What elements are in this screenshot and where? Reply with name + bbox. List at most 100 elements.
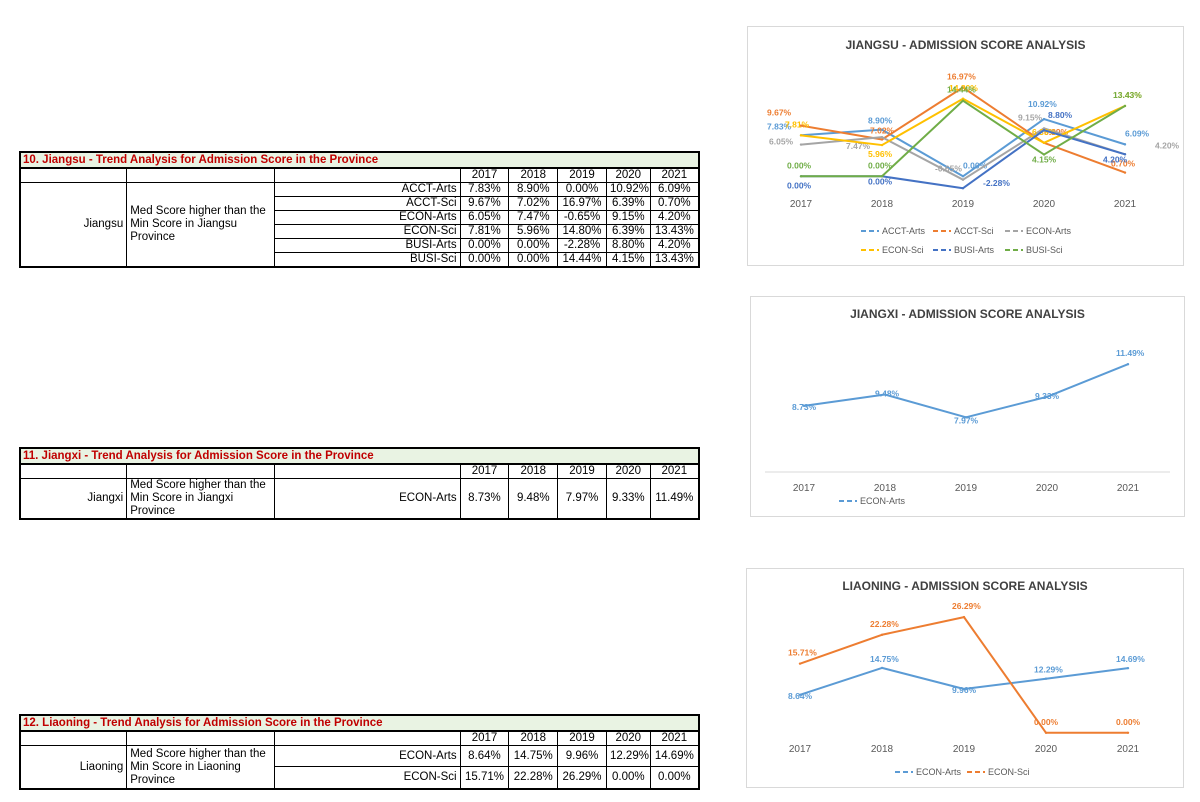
jiangxi-table-section: 11. Jiangxi - Trend Analysis for Admissi… [19, 447, 700, 520]
data-label: 7.97% [954, 415, 979, 425]
data-point [1042, 153, 1046, 156]
data-label: 26.29% [952, 601, 981, 611]
data-point [961, 175, 965, 178]
year-header: 2018 [508, 168, 559, 183]
value-cell: 14.80% [557, 224, 607, 239]
data-label: 14.75% [870, 654, 899, 664]
data-label: 15.71% [788, 648, 817, 658]
header-blank-cell [126, 168, 275, 183]
jiangsu-score-table: 2017 2018 2019 2020 2021 Jiangsu Med Score hig… [19, 168, 700, 268]
x-tick-label: 2021 [1114, 199, 1137, 210]
value-cell: 14.44% [557, 252, 607, 268]
table-row: Liaoning Med Score higher than the Min Sc… [19, 745, 700, 790]
value-cell: -2.28% [557, 238, 607, 253]
header-blank-cell [273, 168, 461, 183]
data-label: 9.67% [767, 108, 792, 118]
data-point [880, 135, 884, 139]
table-row: ACCT-Sci 9.67% 7.02% 16.97% 6.39% 0.70% [20, 196, 700, 211]
value-cell: 9.48% [508, 478, 559, 520]
data-label: 7.81% [785, 119, 810, 129]
value-cell: 6.09% [649, 182, 700, 197]
value-cell: 12.29% [605, 745, 651, 767]
data-label: 16.97% [947, 71, 976, 81]
value-cell: 14.75% [508, 745, 559, 767]
header-row: 2017 2018 2019 2020 2021 [19, 731, 700, 746]
value-cell: 7.81% [459, 224, 510, 239]
header-row: 2017 2018 2019 2020 2021 [19, 168, 700, 183]
data-point [880, 138, 884, 141]
jiangsu-chart: JIANGSU - ADMISSION SCORE ANALYSIS 2017 20… [747, 26, 1184, 266]
data-point [880, 666, 884, 670]
data-point [798, 662, 802, 665]
year-header: 2020 [605, 464, 651, 479]
value-cell: 0.00% [508, 238, 559, 253]
data-label: 0.00% [1034, 717, 1059, 727]
header-blank-cell [126, 464, 275, 479]
value-cell: 9.67% [459, 196, 510, 211]
value-cell: 7.47% [508, 210, 559, 225]
value-cell: 9.96% [557, 745, 607, 767]
data-label: 8.90% [868, 116, 893, 126]
value-cell: 13.43% [649, 224, 700, 239]
data-label: 14.69% [1116, 654, 1145, 664]
value-cell: 8.90% [508, 182, 559, 197]
data-point [1042, 117, 1046, 121]
value-cell: 4.15% [605, 252, 651, 268]
data-label: 12.29% [1034, 665, 1063, 675]
year-header: 2020 [605, 168, 651, 183]
data-point [964, 416, 968, 419]
x-tick-label: 2018 [874, 483, 897, 494]
data-label: 13.43% [1113, 90, 1142, 100]
data-label: 0.00% [1116, 717, 1141, 727]
data-point [961, 97, 965, 100]
year-header: 2019 [557, 464, 607, 479]
table-row: BUSI-Arts 0.00% 0.00% -2.28% 8.80% 4.20% [20, 238, 700, 253]
x-tick-label: 2021 [1117, 744, 1140, 755]
data-point [1045, 395, 1049, 398]
data-label: 0.70% [1111, 159, 1136, 169]
legend-label: ECON-Arts [860, 496, 906, 506]
year-header: 2021 [649, 731, 700, 746]
chart-title: LIAONING - ADMISSION SCORE ANALYSIS [842, 579, 1087, 593]
value-cell: 0.00% [508, 252, 559, 268]
header-blank-cell [19, 168, 128, 183]
x-tick-label: 2019 [955, 483, 978, 494]
data-label: 6.39% [1032, 127, 1057, 137]
row-label: BUSI-Sci [273, 252, 461, 268]
data-label: 0.00% [963, 160, 988, 170]
legend-label: BUSI-Sci [1026, 245, 1063, 255]
x-tick-label: 2017 [789, 744, 812, 755]
row-label: ACCT-Sci [273, 196, 461, 211]
value-cell: 7.83% [459, 182, 510, 197]
value-cell: 8.80% [605, 238, 651, 253]
jiangxi-score-table: 2017 2018 2019 2020 2021 Jiangxi Med Score hig… [19, 464, 700, 520]
series-line [803, 363, 1129, 419]
data-label: 0.00% [787, 160, 812, 170]
liaoning-table-section: 12. Liaoning - Trend Analysis for Admiss… [19, 714, 700, 790]
data-label: 8.80% [1048, 110, 1073, 120]
description-cell: Med Score higher than the Min Score in L… [126, 745, 275, 790]
legend-label: ECON-Sci [988, 767, 1030, 777]
data-point [1126, 363, 1130, 366]
row-label: ECON-Arts [273, 745, 461, 767]
data-label: 0.00% [868, 160, 893, 170]
year-header: 2017 [459, 168, 510, 183]
x-tick-label: 2018 [871, 199, 894, 210]
data-label: 9.15% [1018, 112, 1043, 122]
row-label: ECON-Sci [273, 224, 461, 239]
data-point [1123, 104, 1127, 108]
data-point [961, 86, 965, 89]
header-blank-cell [19, 731, 128, 746]
data-label: 9.33% [1035, 391, 1060, 401]
legend-label: ACCT-Sci [954, 226, 994, 236]
x-tick-label: 2017 [790, 199, 813, 210]
row-label: ECON-Arts [273, 210, 461, 225]
year-header: 2017 [459, 464, 510, 479]
x-tick-label: 2020 [1036, 483, 1059, 494]
data-point [1044, 731, 1048, 734]
data-label: 9.48% [875, 389, 900, 399]
data-point [1042, 127, 1046, 130]
province-cell: Jiangxi [19, 478, 128, 520]
jiangxi-chart: JIANGXI - ADMISSION SCORE ANALYSIS 2017 20… [750, 296, 1185, 517]
data-point [961, 187, 965, 190]
